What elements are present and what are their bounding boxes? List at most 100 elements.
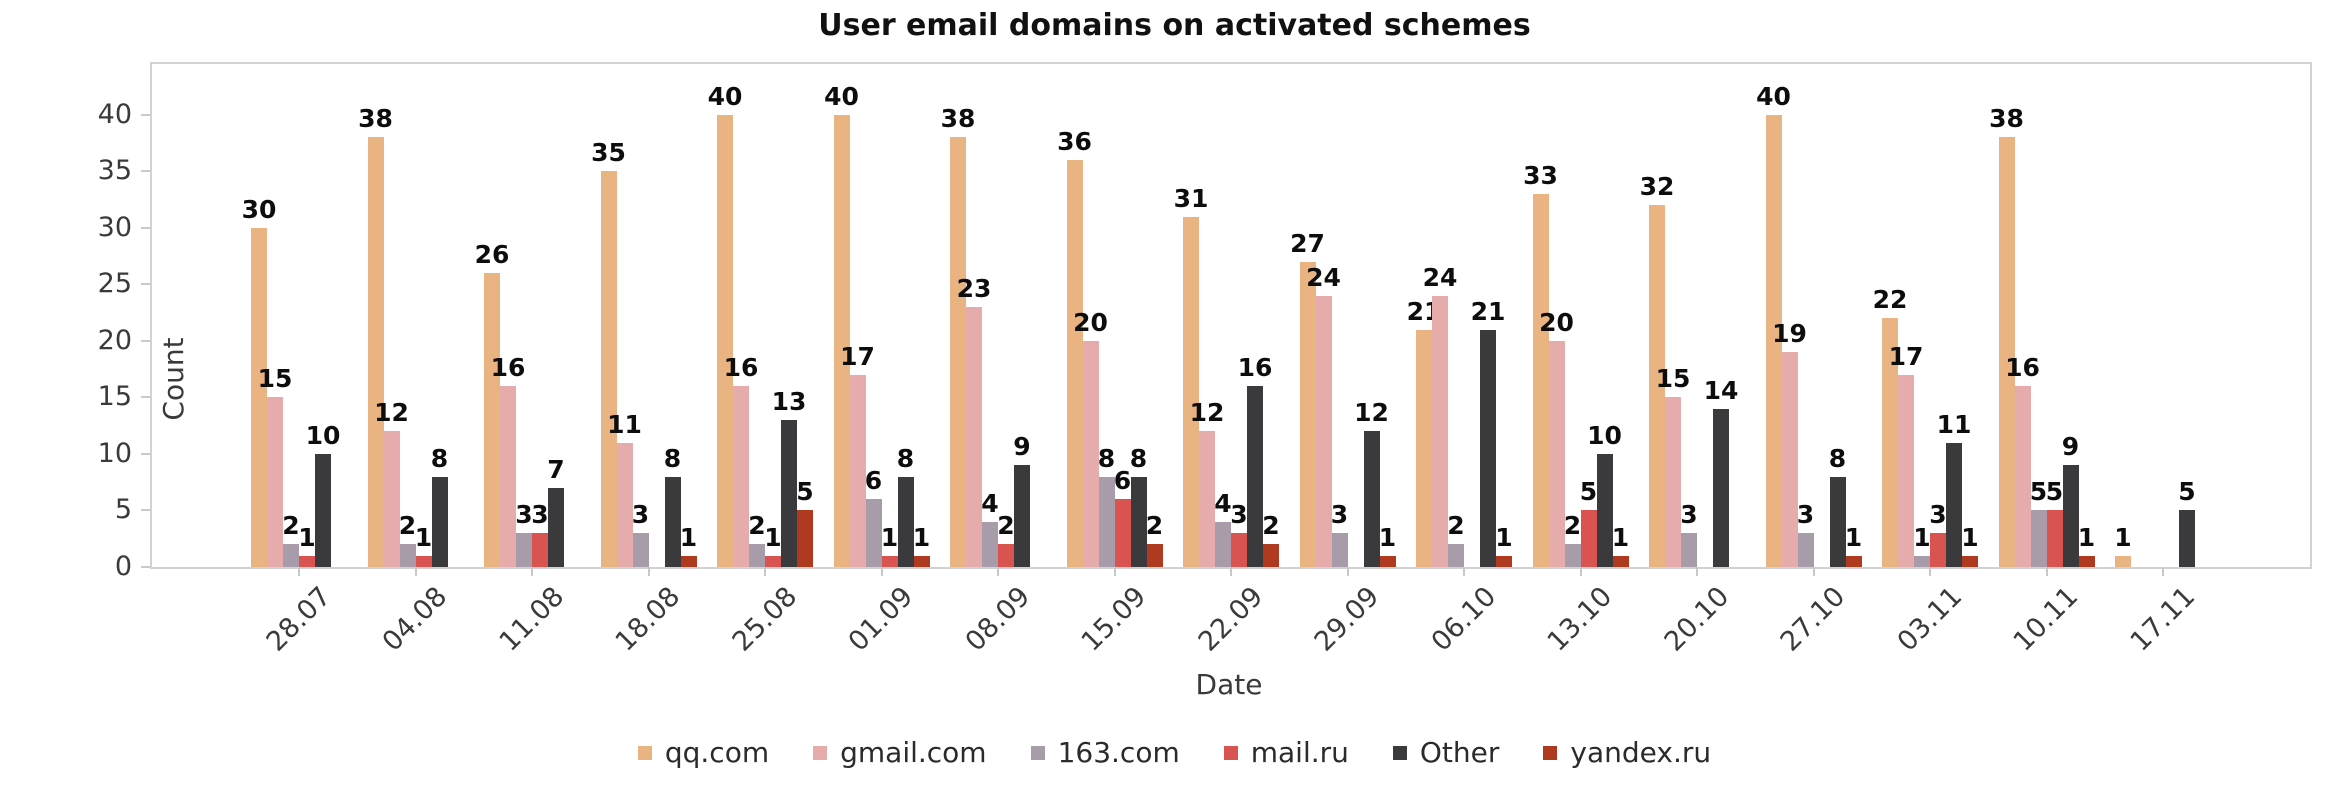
bar [1416, 329, 1432, 567]
x-tick-label: 13.10 [1541, 581, 1619, 658]
bar [1014, 465, 1030, 567]
x-tick-mark [1579, 567, 1582, 576]
bar [1898, 374, 1914, 567]
x-tick-label: 15.09 [1075, 581, 1153, 658]
bar [532, 533, 548, 567]
bar [1066, 160, 1083, 567]
bar-value-label: 1 [1495, 522, 1513, 552]
legend-item: qq.com [637, 736, 770, 769]
bar [2014, 386, 2031, 567]
bar [1480, 329, 1496, 567]
bar [1448, 544, 1464, 567]
y-tick-label: 20 [97, 324, 132, 356]
bar-value-label: 1 [1844, 522, 1863, 552]
bar [1331, 533, 1348, 567]
x-tick-mark [1463, 567, 1465, 576]
bar-value-label: 40 [1756, 81, 1791, 111]
bar-value-label: 15 [1655, 364, 1691, 394]
x-tick-mark [531, 567, 533, 576]
x-tick-mark [1696, 567, 1698, 576]
legend-swatch-icon [813, 745, 828, 760]
bar [1130, 476, 1147, 567]
bar-value-label: 5 [2029, 477, 2048, 507]
bar-value-label: 40 [824, 81, 859, 111]
bar-value-label: 2 [1447, 511, 1465, 541]
bar-value-label: 1 [1611, 522, 1630, 552]
bar [950, 137, 966, 567]
bar [833, 114, 850, 567]
bar-value-label: 10 [305, 420, 341, 450]
bar-value-label: 2 [1563, 511, 1582, 541]
x-tick-label: 06.10 [1425, 581, 1502, 658]
bar-value-label: 12 [374, 398, 409, 428]
bar [1829, 476, 1846, 567]
x-axis-label: Date [1195, 668, 1263, 701]
y-tick-mark [141, 452, 150, 455]
bar-value-label: 38 [940, 104, 976, 134]
bar [1363, 431, 1380, 567]
bar [2030, 510, 2047, 567]
bar-value-label: 3 [631, 500, 650, 530]
bar-value-label: 30 [241, 194, 277, 224]
plot-area: Count 0 5 10 15 20 25 30 35 40 28.07 30 15 2 1 10 04.08… [98, 62, 2312, 658]
bar [664, 476, 681, 567]
bar [1914, 555, 1930, 567]
legend-swatch-icon [637, 745, 652, 760]
bar [2179, 510, 2195, 567]
bar [765, 555, 781, 567]
bar-value-label: 3 [1929, 500, 1947, 530]
bar-value-label: 16 [490, 353, 526, 383]
bar [383, 431, 400, 567]
bar-value-label: 35 [591, 138, 626, 168]
bar [1432, 295, 1448, 567]
bar-value-label: 11 [607, 409, 642, 439]
bar [1781, 352, 1798, 567]
x-tick-label: 29.09 [1308, 581, 1386, 658]
bar [431, 476, 448, 567]
x-tick-label: 08.09 [959, 581, 1036, 658]
bar-value-label: 1 [2114, 522, 2132, 552]
bar [680, 555, 697, 567]
bar-value-label: 14 [1703, 375, 1739, 405]
bar-value-label: 1 [679, 522, 698, 552]
x-tick-mark [880, 567, 883, 576]
bar [2078, 555, 2095, 567]
bar-value-label: 12 [1354, 398, 1389, 428]
bar-value-label: 1 [1913, 522, 1931, 552]
bar [367, 137, 384, 567]
bar-value-label: 17 [1888, 341, 1924, 371]
y-tick-label: 15 [97, 381, 132, 413]
bar [548, 487, 564, 567]
bar-value-label: 31 [1173, 183, 1209, 213]
bar [1797, 533, 1814, 567]
bar-value-label: 8 [896, 443, 915, 473]
y-tick-mark [141, 339, 150, 342]
bar [897, 476, 914, 567]
bar-value-label: 1 [1378, 522, 1397, 552]
bar [1580, 510, 1597, 567]
x-tick-label: 10.11 [2007, 581, 2085, 658]
bar [1713, 408, 1729, 567]
x-tick-mark [1929, 567, 1931, 576]
y-tick-label: 30 [97, 211, 132, 243]
x-tick-label: 04.08 [376, 581, 454, 658]
legend-label: qq.com [664, 736, 770, 769]
bar-value-label: 1 [880, 522, 899, 552]
bar-value-label: 2 [997, 511, 1015, 541]
bar [1946, 442, 1962, 567]
bar-value-label: 4 [1214, 488, 1232, 518]
bar [251, 227, 267, 567]
bar-value-label: 3 [531, 500, 549, 530]
bar-value-label: 1 [298, 522, 316, 552]
bar [1845, 555, 1862, 567]
bar [1765, 114, 1782, 567]
legend: qq.com gmail.com 163.com mail.ru Other yandex… [0, 736, 2349, 769]
bar [1231, 533, 1247, 567]
bar-value-label: 24 [1422, 262, 1458, 292]
bar [1649, 205, 1665, 567]
bar [1548, 340, 1565, 567]
bar [1183, 216, 1199, 567]
bar-value-label: 2 [282, 511, 300, 541]
y-tick-label: 35 [97, 155, 132, 187]
